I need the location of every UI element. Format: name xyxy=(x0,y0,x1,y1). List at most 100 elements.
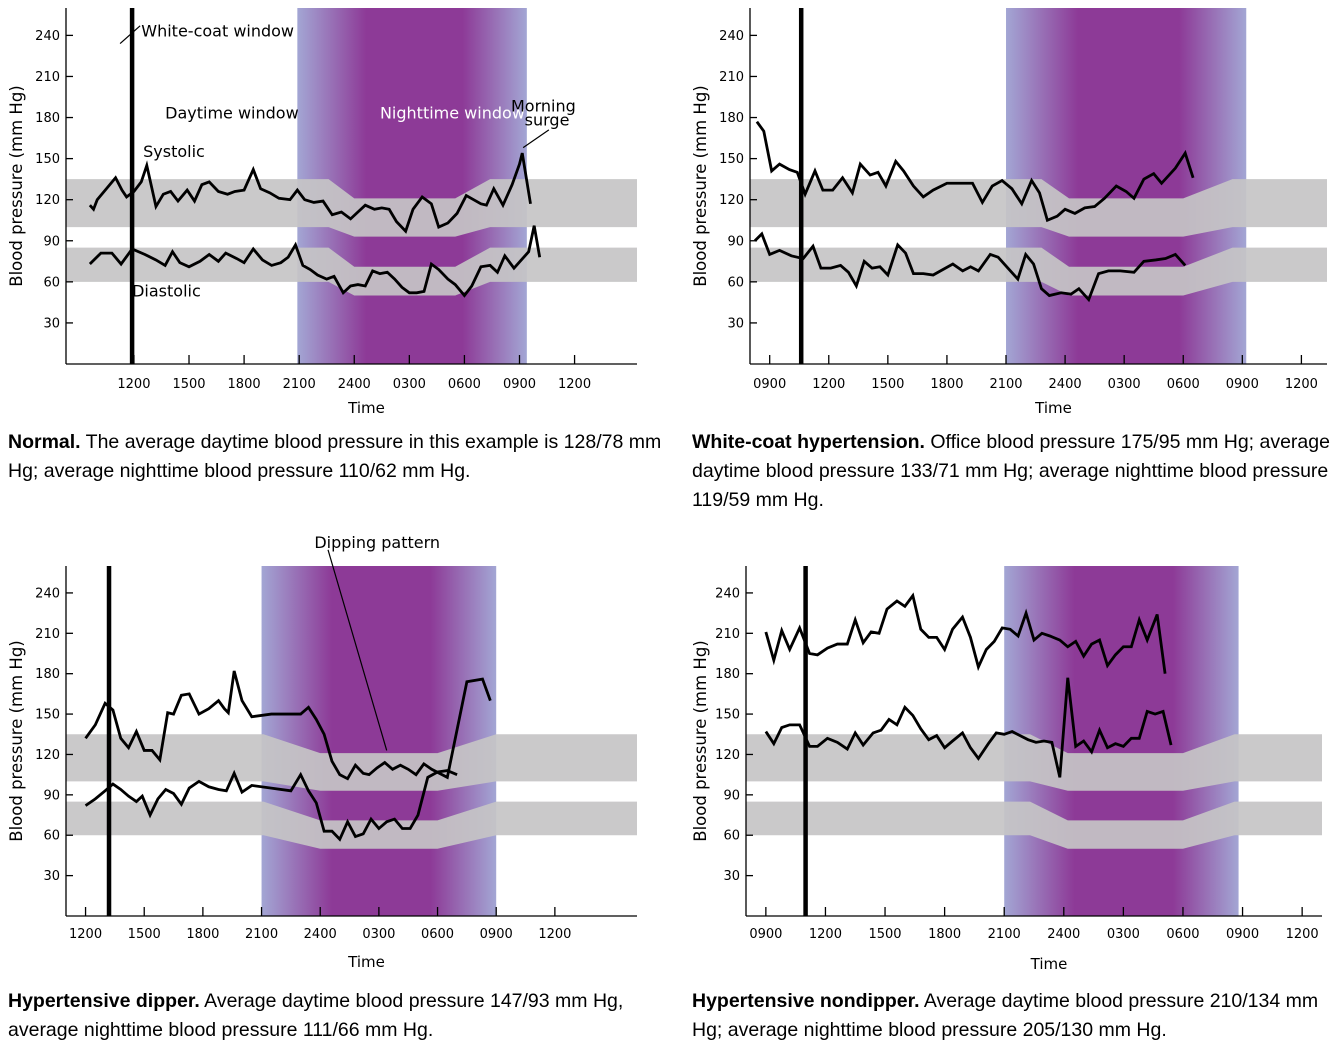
chart-hypertensive-dipper-svg: 30 60 90 120 150 180 210 240 1200 1500 1800 2100 240… xyxy=(7,533,637,971)
x-tick-label: 1800 xyxy=(928,927,961,942)
x-tick-label: 1800 xyxy=(186,927,219,942)
y-tick-label: 90 xyxy=(43,234,60,249)
y-tick-label: 210 xyxy=(35,70,60,85)
x-tick-label: 1800 xyxy=(228,377,261,392)
y-tick-label: 30 xyxy=(43,869,60,884)
x-tick-label: 1200 xyxy=(809,927,842,942)
y-tick-label: 30 xyxy=(727,316,744,331)
y-tick-label: 150 xyxy=(35,708,60,723)
x-tick-label: 0600 xyxy=(1166,927,1199,942)
chart-hypertensive-dipper: 30 60 90 120 150 180 210 240 1200 1500 1800 2100 240… xyxy=(0,520,650,985)
y-tick-label: 240 xyxy=(35,29,60,44)
chart-hypertensive-nondipper-svg: 30 60 90 120 150 180 210 240 0900 1200 1500 1800 210… xyxy=(691,566,1322,973)
y-tick-label: 210 xyxy=(719,70,744,85)
chart-normal: 30 60 90 120 150 180 210 240 1200 1500 1800 2100 240… xyxy=(0,0,650,430)
x-tick-label: 1200 xyxy=(1285,377,1318,392)
reference-band-lower xyxy=(746,801,1322,849)
x-tick-label: 0600 xyxy=(421,927,454,942)
dipping-pattern-pointer xyxy=(327,549,388,751)
y-tick-label: 30 xyxy=(43,316,60,331)
series-line-1 xyxy=(88,225,542,298)
x-tick-label: 1200 xyxy=(117,377,150,392)
x-tick-label: 2400 xyxy=(1047,927,1080,942)
x-tick-label: 0900 xyxy=(1226,377,1259,392)
y-tick-label: 180 xyxy=(715,667,740,682)
x-tick-label: 2100 xyxy=(989,377,1022,392)
x-tick-label: 1500 xyxy=(871,377,904,392)
x-tick-label: 1200 xyxy=(538,927,571,942)
chart-white-coat: 30 60 90 120 150 180 210 240 0900 1200 1500 1800 210… xyxy=(684,0,1334,430)
series-line-0 xyxy=(764,592,1167,674)
caption-normal-title: Normal. xyxy=(8,431,81,453)
caption-hypertensive-dipper-text: Average daytime blood pressure 147/93 mm… xyxy=(8,990,624,1041)
annotation: Systolic xyxy=(143,142,205,161)
white-coat-window-leader xyxy=(119,25,141,45)
y-tick-label: 120 xyxy=(715,748,740,763)
x-tick-label: 0600 xyxy=(1167,377,1200,392)
y-tick-label: 120 xyxy=(719,193,744,208)
x-tick-label: 0300 xyxy=(393,377,426,392)
y-tick-label: 120 xyxy=(35,193,60,208)
y-tick-label: 60 xyxy=(723,829,740,844)
annotation: White-coat window xyxy=(141,21,294,40)
caption-white-coat-title: White-coat hypertension. xyxy=(692,431,925,453)
series-line-1 xyxy=(753,231,1187,303)
reference-band-upper xyxy=(66,179,637,237)
reference-band-lower xyxy=(66,247,637,296)
chart-white-coat-svg: 30 60 90 120 150 180 210 240 0900 1200 1500 1800 210… xyxy=(691,8,1327,417)
annotation: Nighttime window xyxy=(380,103,525,122)
caption-white-coat-text: Office blood pressure 175/95 mm Hg; aver… xyxy=(692,431,1330,511)
x-axis-label: Time xyxy=(1030,955,1068,973)
y-axis-label: Blood pressure (mm Hg) xyxy=(691,85,710,286)
y-tick-label: 240 xyxy=(35,586,60,601)
y-tick-label: 180 xyxy=(719,111,744,126)
reference-band-upper xyxy=(746,734,1322,791)
y-tick-label: 90 xyxy=(727,234,744,249)
reference-band-upper xyxy=(750,179,1327,237)
y-axis-label: Blood pressure (mm Hg) xyxy=(7,640,26,841)
annotation: surge xyxy=(525,110,570,129)
series-line-1 xyxy=(764,677,1173,778)
x-tick-label: 1500 xyxy=(128,927,161,942)
x-tick-label: 2100 xyxy=(245,927,278,942)
x-tick-label: 2400 xyxy=(338,377,371,392)
x-tick-label: 0900 xyxy=(753,377,786,392)
annotation: Morning xyxy=(511,97,576,116)
y-tick-label: 240 xyxy=(719,29,744,44)
caption-hypertensive-dipper: Hypertensive dipper. Average daytime blo… xyxy=(8,987,668,1045)
chart-normal-svg: 30 60 90 120 150 180 210 240 1200 1500 1800 2100 240… xyxy=(7,8,637,417)
x-tick-label: 0300 xyxy=(1108,377,1141,392)
x-tick-label: 1200 xyxy=(69,927,102,942)
x-tick-label: 1200 xyxy=(812,377,845,392)
caption-hypertensive-nondipper-title: Hypertensive nondipper. xyxy=(692,990,920,1012)
x-tick-label: 1500 xyxy=(172,377,205,392)
y-tick-label: 120 xyxy=(35,748,60,763)
x-tick-label: 0900 xyxy=(480,927,513,942)
x-tick-label: 2400 xyxy=(304,927,337,942)
series-line-1 xyxy=(84,769,458,842)
caption-white-coat: White-coat hypertension. Office blood pr… xyxy=(692,428,1332,515)
series-line-0 xyxy=(755,120,1195,223)
x-tick-label: 0900 xyxy=(749,927,782,942)
caption-hypertensive-nondipper-text: Average daytime blood pressure 210/134 m… xyxy=(692,990,1319,1041)
series-line-0 xyxy=(88,152,532,234)
y-tick-label: 240 xyxy=(715,586,740,601)
series-line-0 xyxy=(84,670,492,781)
y-tick-label: 180 xyxy=(35,667,60,682)
x-tick-label: 0300 xyxy=(362,927,395,942)
x-tick-label: 2100 xyxy=(988,927,1021,942)
annotation: Diastolic xyxy=(132,281,201,300)
reference-band-lower xyxy=(66,801,637,849)
x-axis-label: Time xyxy=(1034,399,1072,417)
y-tick-label: 60 xyxy=(727,275,744,290)
x-axis-label: Time xyxy=(347,399,385,417)
y-axis-label: Blood pressure (mm Hg) xyxy=(691,640,710,841)
x-tick-label: 1500 xyxy=(868,927,901,942)
x-tick-label: 2100 xyxy=(283,377,316,392)
chart-hypertensive-nondipper: 30 60 90 120 150 180 210 240 0900 1200 1500 1800 210… xyxy=(684,520,1334,985)
caption-normal: Normal. The average daytime blood pressu… xyxy=(8,428,668,486)
y-tick-label: 210 xyxy=(715,627,740,642)
y-axis-label: Blood pressure (mm Hg) xyxy=(7,85,26,286)
x-tick-label: 0900 xyxy=(503,377,536,392)
y-tick-label: 90 xyxy=(723,788,740,803)
